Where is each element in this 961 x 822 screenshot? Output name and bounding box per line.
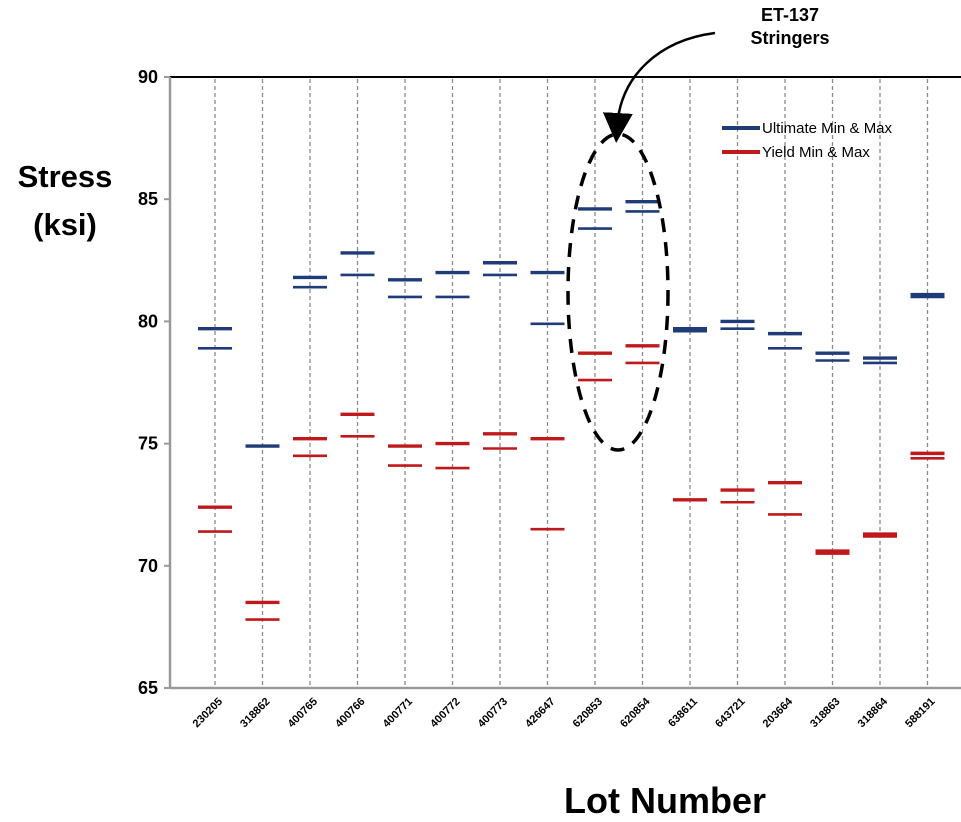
annotation-ellipse: [566, 132, 670, 452]
y-axis-label-line2: (ksi): [33, 207, 97, 242]
data-marks: [198, 199, 945, 621]
legend: Ultimate Min & Max Yield Min & Max: [722, 116, 892, 164]
axes: [164, 76, 961, 690]
annotation-arrow: [602, 31, 716, 143]
x-tick-label-400773: 400773: [476, 696, 510, 730]
x-tick-label-426647: 426647: [523, 696, 557, 730]
y-tick-label-90: 90: [138, 67, 158, 87]
y-tick-label-70: 70: [138, 556, 158, 576]
x-tick-label-400771: 400771: [381, 696, 415, 730]
x-tick-label-643721: 643721: [713, 696, 747, 730]
y-axis-label-line1: Stress: [17, 159, 113, 194]
x-tick-label-400772: 400772: [428, 696, 462, 730]
y-tick-label-80: 80: [138, 311, 158, 331]
legend-item-yield: Yield Min & Max: [722, 140, 892, 164]
legend-label-yield: Yield Min & Max: [762, 143, 870, 161]
x-tick-label-400765: 400765: [286, 696, 320, 730]
y-tick-label-65: 65: [138, 678, 158, 698]
legend-swatch-yield: [722, 150, 760, 154]
y-tick-label-75: 75: [138, 434, 158, 454]
legend-label-ultimate: Ultimate Min & Max: [762, 119, 893, 137]
x-tick-label-230205: 230205: [191, 696, 225, 730]
x-tick-label-588191: 588191: [903, 696, 937, 730]
legend-swatch-ultimate: [722, 126, 760, 130]
x-tick-label-318864: 318864: [856, 695, 891, 730]
grid-lines: [214, 79, 929, 688]
x-tick-label-620853: 620853: [571, 696, 605, 730]
annotation-label-line2: Stringers: [750, 28, 830, 48]
x-tick-label-318863: 318863: [808, 696, 842, 730]
annotation-label-line1: ET-137: [760, 5, 820, 25]
x-tick-label-400766: 400766: [333, 696, 367, 730]
y-tick-label-85: 85: [138, 189, 158, 209]
x-tick-label-638611: 638611: [666, 696, 700, 730]
x-tick-label-203664: 203664: [761, 695, 796, 730]
x-tick-label-620854: 620854: [618, 695, 653, 730]
x-tick-labels: 230205 318862 400765 400766 400771 400772 4007…: [191, 695, 938, 730]
x-tick-label-318862: 318862: [238, 696, 272, 730]
annotation-shapes: [566, 31, 716, 452]
x-axis-title: Lot Number: [564, 780, 766, 821]
legend-item-ultimate: Ultimate Min & Max: [722, 116, 892, 140]
y-tick-labels: 65 70 75 80 85 90: [138, 67, 158, 698]
